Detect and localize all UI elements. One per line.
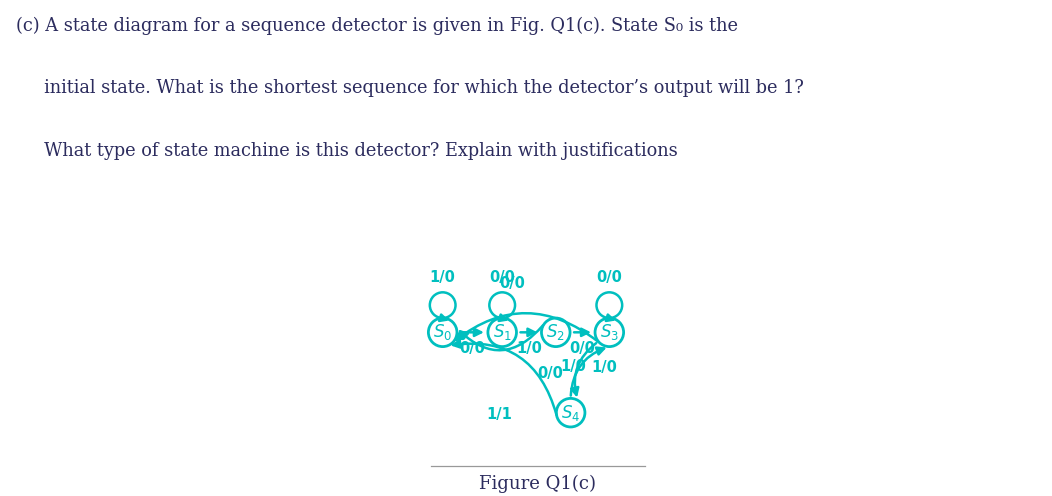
FancyArrowPatch shape [457,313,598,342]
Text: initial state. What is the shortest sequence for which the detector’s output wil: initial state. What is the shortest sequ… [16,79,804,97]
Text: 0/0: 0/0 [460,341,485,356]
Text: $S_0$: $S_0$ [433,322,452,342]
Text: 1/0: 1/0 [429,270,456,285]
FancyArrowPatch shape [571,343,596,395]
Text: 0/0: 0/0 [537,366,563,380]
FancyArrowPatch shape [571,348,604,396]
Text: (c) A state diagram for a sequence detector is given in Fig. Q1(c). State S₀ is : (c) A state diagram for a sequence detec… [16,17,737,35]
Text: 0/0: 0/0 [596,270,623,285]
Text: 0/0: 0/0 [569,341,595,356]
Text: 1/0: 1/0 [591,361,618,375]
Text: $S_3$: $S_3$ [600,322,619,342]
FancyArrowPatch shape [453,340,557,415]
Text: 0/0: 0/0 [489,270,515,285]
Text: What type of state machine is this detector? Explain with justifications: What type of state machine is this detec… [16,142,677,160]
Text: 1/1: 1/1 [486,407,512,422]
Text: $S_2$: $S_2$ [546,322,565,342]
Text: $S_4$: $S_4$ [561,403,581,423]
Text: Figure Q1(c): Figure Q1(c) [480,475,596,493]
FancyArrowPatch shape [460,325,543,350]
Text: 1/0: 1/0 [517,341,542,356]
Text: 1/0: 1/0 [561,359,587,374]
Text: 0/0: 0/0 [500,276,525,291]
Text: $S_1$: $S_1$ [492,322,511,342]
